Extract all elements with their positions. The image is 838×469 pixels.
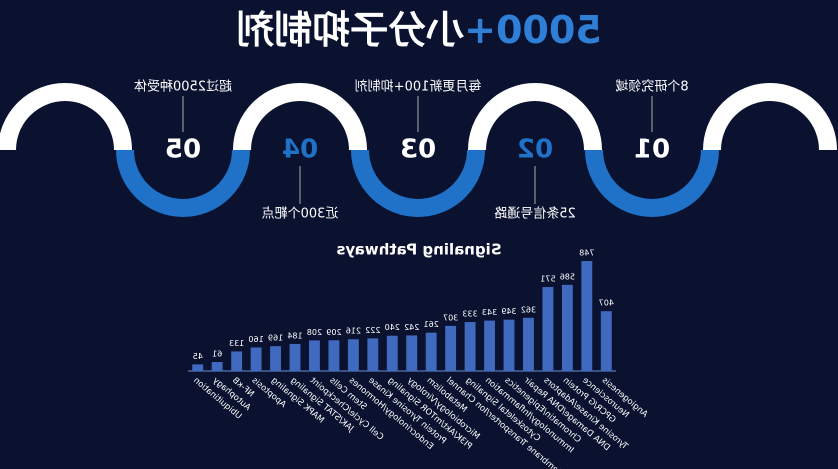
arc [233, 83, 367, 151]
headline: 5000+小分子抑制剂 [236, 8, 602, 52]
step-number: 04 [282, 135, 318, 165]
bar [386, 335, 398, 371]
value-label: 333 [462, 310, 477, 319]
value-label: 748 [579, 249, 594, 258]
bar [561, 284, 573, 371]
value-label: 240 [385, 323, 400, 332]
value-label: 261 [424, 320, 439, 329]
value-label: 208 [307, 328, 322, 337]
bar [211, 362, 223, 371]
value-label: 571 [540, 275, 555, 284]
bar [445, 325, 457, 371]
headline-number: 5000+ [464, 8, 602, 52]
value-label: 343 [482, 308, 497, 317]
step-number: 01 [634, 135, 670, 165]
bar [347, 339, 359, 371]
bar [464, 322, 476, 371]
headline-text: 小分子抑制剂 [236, 8, 464, 52]
step-number: 05 [165, 135, 201, 165]
value-label: 407 [599, 299, 614, 308]
value-label: 209 [326, 328, 341, 337]
step-label: 8个研究领域 [615, 80, 688, 95]
value-label: 169 [268, 334, 283, 343]
value-label: 349 [501, 307, 516, 316]
arc [351, 149, 485, 217]
bar [289, 343, 301, 371]
bar [542, 287, 554, 371]
value-label: 133 [229, 339, 244, 348]
step-number: 02 [517, 135, 553, 165]
value-label: 45 [193, 352, 203, 361]
value-label: 586 [560, 272, 575, 281]
arc [116, 149, 250, 217]
value-label: 242 [404, 323, 419, 332]
bar [425, 332, 437, 371]
value-label: 160 [248, 335, 263, 344]
value-label: 184 [287, 331, 302, 340]
step-label: 超过2500种受体 [134, 80, 232, 95]
bar [250, 347, 262, 371]
step-label: 近300个靶点 [262, 207, 339, 222]
arc [0, 83, 132, 151]
step-number: 03 [400, 135, 436, 165]
bar [503, 319, 515, 371]
bar [581, 261, 593, 371]
value-label: 216 [346, 327, 361, 336]
value-label: 307 [443, 313, 458, 322]
value-label: 222 [365, 326, 380, 335]
bar [600, 311, 612, 371]
arc [468, 83, 602, 151]
bar [328, 340, 340, 371]
chart-title: Signaling Pathways [336, 241, 501, 259]
bar [192, 364, 204, 371]
bar [406, 335, 418, 371]
step-label: 25条信号通路 [494, 206, 576, 222]
bar [367, 338, 379, 371]
bar [231, 351, 243, 371]
wave [0, 83, 837, 217]
arc [585, 149, 719, 217]
arc [703, 83, 837, 151]
value-label: 362 [521, 305, 536, 314]
bar [484, 320, 495, 371]
step-label: 每月更新100+抑制剂 [355, 79, 482, 95]
value-label: 61 [212, 350, 222, 359]
bar [270, 346, 281, 371]
bar [523, 317, 534, 371]
bar [309, 340, 320, 371]
